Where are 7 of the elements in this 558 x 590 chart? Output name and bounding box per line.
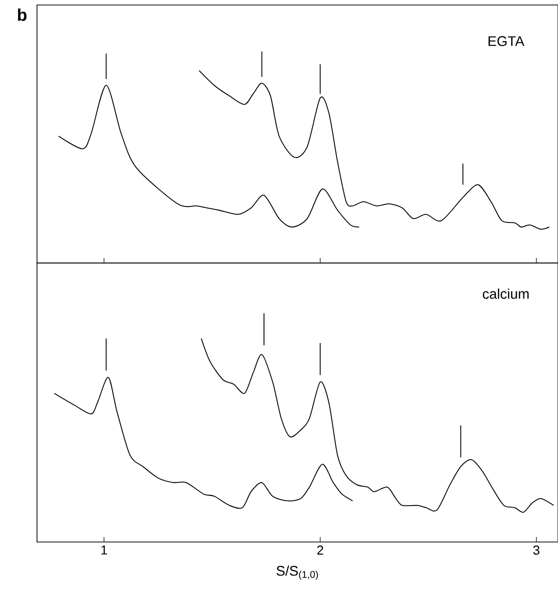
chart-title: b xyxy=(18,8,27,21)
text: EGTA xyxy=(488,36,524,46)
x-tick-label: 3 xyxy=(533,546,540,555)
x-axis-title: S/S$_{(1,0)}$ xyxy=(276,566,318,580)
x-tick-label: 2 xyxy=(317,546,324,555)
text: calcium xyxy=(482,288,529,299)
x-tick-label: 1 xyxy=(101,546,107,554)
